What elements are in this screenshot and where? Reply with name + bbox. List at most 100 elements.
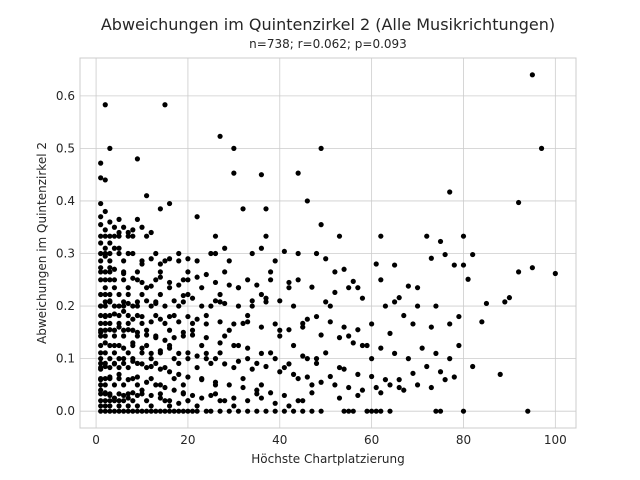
- data-point: [162, 337, 168, 343]
- data-point: [249, 303, 255, 309]
- data-point: [98, 398, 104, 404]
- data-point: [102, 391, 108, 397]
- data-point: [171, 408, 177, 414]
- data-point: [424, 233, 430, 239]
- data-point: [506, 295, 513, 301]
- data-point: [162, 258, 168, 264]
- data-point: [410, 370, 416, 376]
- data-point: [157, 316, 163, 322]
- data-point: [350, 408, 356, 414]
- data-point: [382, 303, 389, 309]
- data-point: [217, 408, 223, 414]
- data-point: [304, 198, 310, 204]
- data-point: [327, 319, 333, 325]
- data-point: [300, 408, 306, 414]
- data-point: [143, 298, 150, 304]
- data-point: [116, 324, 122, 330]
- data-point: [98, 350, 104, 356]
- data-point: [148, 229, 154, 236]
- data-point: [272, 408, 278, 414]
- data-point: [157, 366, 163, 372]
- data-point: [171, 356, 177, 362]
- data-point: [327, 303, 333, 309]
- data-point: [107, 269, 113, 275]
- data-point: [180, 382, 186, 388]
- data-point: [203, 408, 209, 414]
- data-point: [304, 374, 310, 380]
- data-point: [176, 360, 182, 366]
- data-point: [121, 299, 127, 305]
- data-point: [194, 258, 200, 264]
- data-point: [373, 408, 379, 414]
- data-point: [139, 279, 145, 286]
- data-point: [180, 391, 186, 397]
- data-point: [258, 350, 265, 356]
- data-point: [102, 403, 108, 409]
- data-point: [199, 375, 205, 382]
- data-point: [185, 269, 191, 275]
- data-point: [304, 356, 310, 362]
- data-point: [263, 295, 269, 301]
- data-point: [346, 384, 352, 391]
- data-point: [98, 291, 104, 298]
- data-point: [194, 274, 200, 280]
- data-point: [102, 245, 108, 251]
- data-point: [180, 292, 186, 299]
- data-point: [258, 172, 265, 178]
- data-point: [153, 360, 159, 366]
- data-point: [157, 206, 163, 212]
- data-point: [350, 278, 356, 284]
- data-point: [235, 342, 242, 349]
- data-point: [180, 329, 186, 335]
- data-point: [148, 319, 154, 325]
- data-point: [125, 364, 131, 371]
- data-point: [194, 214, 200, 220]
- data-point: [134, 333, 141, 339]
- data-point: [116, 303, 122, 309]
- data-point: [116, 398, 122, 404]
- data-point: [148, 408, 154, 414]
- data-point: [355, 327, 361, 333]
- data-point: [231, 403, 237, 409]
- data-point: [497, 371, 503, 377]
- data-point: [373, 261, 379, 267]
- data-point: [217, 319, 223, 325]
- data-point: [258, 382, 265, 388]
- data-point: [162, 303, 168, 309]
- data-point: [189, 295, 196, 301]
- x-tick-label: 40: [272, 433, 287, 447]
- data-point: [116, 245, 122, 251]
- data-point: [166, 403, 173, 409]
- data-point: [121, 327, 127, 333]
- data-point: [116, 391, 122, 397]
- data-point: [240, 384, 246, 391]
- data-point: [102, 360, 108, 366]
- data-point: [143, 398, 150, 404]
- data-point: [277, 333, 283, 339]
- data-point: [258, 395, 265, 401]
- data-point: [249, 250, 255, 257]
- data-point: [359, 295, 366, 301]
- data-point: [166, 200, 173, 207]
- data-point: [483, 300, 490, 307]
- data-point: [428, 255, 434, 261]
- data-point: [231, 170, 237, 176]
- data-point: [460, 233, 467, 239]
- data-point: [258, 324, 265, 330]
- data-point: [107, 320, 113, 327]
- data-point: [166, 408, 173, 414]
- data-point: [162, 398, 168, 404]
- data-point: [456, 342, 462, 349]
- data-point: [447, 356, 453, 362]
- data-point: [176, 258, 182, 264]
- data-point: [332, 382, 338, 388]
- data-point: [139, 320, 145, 327]
- data-point: [98, 269, 104, 275]
- data-point: [433, 350, 439, 356]
- data-point: [148, 303, 154, 309]
- y-tick-label: 0.3: [56, 247, 75, 261]
- data-point: [405, 356, 411, 362]
- data-point: [300, 320, 306, 327]
- data-point: [341, 366, 347, 372]
- data-point: [318, 145, 324, 151]
